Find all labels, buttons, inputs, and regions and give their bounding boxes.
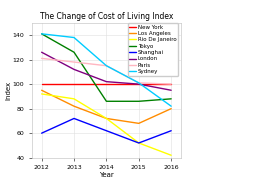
Tokyo <box>169 98 173 100</box>
New York <box>169 83 173 85</box>
New York <box>137 83 140 85</box>
Tokyo <box>137 100 140 102</box>
Paris <box>40 57 43 59</box>
Sydney <box>137 82 140 84</box>
Line: Shanghai: Shanghai <box>42 118 171 143</box>
London <box>40 51 43 53</box>
London <box>72 68 76 70</box>
Sydney <box>105 65 108 67</box>
Line: Rio De Janeiro: Rio De Janeiro <box>42 94 171 155</box>
Line: Sydney: Sydney <box>42 34 171 106</box>
Rio De Janeiro <box>169 154 173 156</box>
London <box>105 81 108 83</box>
Legend: New York, Los Angeles, Rio De Janeiro, Tokyo, Shanghai, London, Paris, Sydney: New York, Los Angeles, Rio De Janeiro, T… <box>128 23 178 76</box>
Tokyo <box>72 51 76 53</box>
Line: London: London <box>42 52 171 90</box>
London <box>137 83 140 85</box>
Sydney <box>72 36 76 39</box>
Rio De Janeiro <box>137 142 140 144</box>
Shanghai <box>105 130 108 132</box>
Tokyo <box>40 33 43 35</box>
Los Angeles <box>169 108 173 110</box>
Shanghai <box>169 130 173 132</box>
Line: Paris: Paris <box>42 58 171 84</box>
New York <box>105 83 108 85</box>
Los Angeles <box>72 105 76 107</box>
Title: The Change of Cost of Living Index: The Change of Cost of Living Index <box>40 12 173 21</box>
Line: Tokyo: Tokyo <box>42 34 171 101</box>
Paris <box>137 82 140 84</box>
Paris <box>105 65 108 67</box>
Shanghai <box>40 132 43 134</box>
London <box>169 89 173 91</box>
Paris <box>72 61 76 63</box>
Los Angeles <box>137 122 140 124</box>
New York <box>72 83 76 85</box>
Shanghai <box>137 142 140 144</box>
Los Angeles <box>105 117 108 120</box>
Tokyo <box>105 100 108 102</box>
Shanghai <box>72 117 76 120</box>
Rio De Janeiro <box>105 117 108 120</box>
Rio De Janeiro <box>40 93 43 95</box>
Sydney <box>40 33 43 35</box>
New York <box>40 83 43 85</box>
Sydney <box>169 105 173 107</box>
Paris <box>169 83 173 85</box>
X-axis label: Year: Year <box>99 172 114 178</box>
Rio De Janeiro <box>72 98 76 100</box>
Los Angeles <box>40 89 43 91</box>
Line: Los Angeles: Los Angeles <box>42 90 171 123</box>
Y-axis label: Index: Index <box>5 81 11 100</box>
